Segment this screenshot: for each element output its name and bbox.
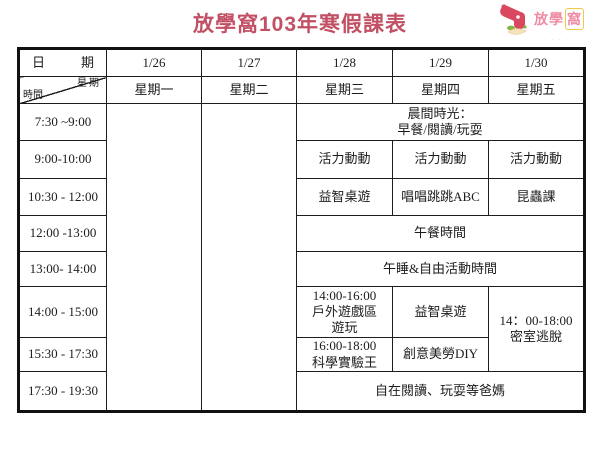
weekday-thu: 星期四 bbox=[392, 76, 489, 104]
brand-name-part2: 窩 bbox=[565, 8, 584, 30]
row-1400: 14:00 - 15:00 14:00-16:00 戶外遊戲區 遊玩 益智桌遊 … bbox=[18, 286, 585, 372]
date-wed: 1/28 bbox=[296, 48, 393, 77]
row-0900: 9:00-10:00 活力動動 活力動動 活力動動 bbox=[18, 140, 585, 179]
time-1730: 17:30 - 19:30 bbox=[18, 371, 107, 412]
cell-nap-free-time: 午睡&自由活動時間 bbox=[296, 251, 585, 287]
time-1030: 10:30 - 12:00 bbox=[18, 178, 107, 216]
corner-cell: 星期 時間 bbox=[18, 76, 107, 104]
date-thu: 1/29 bbox=[392, 48, 489, 77]
page-title: 放學窩103年寒假課表 bbox=[192, 13, 408, 36]
time-0730: 7:30 ~9:00 bbox=[18, 103, 107, 141]
date-fri: 1/30 bbox=[488, 48, 585, 77]
cell-evening-reading: 自在閱讀、玩耍等爸媽 bbox=[296, 371, 585, 412]
time-1400: 14:00 - 15:00 bbox=[18, 286, 107, 338]
brand-name: 放學 窩 bbox=[534, 8, 584, 30]
cell-energy-fri: 活力動動 bbox=[488, 140, 585, 179]
date-label-left: 日 bbox=[32, 54, 46, 70]
time-1300: 13:00- 14:00 bbox=[18, 251, 107, 287]
brand-logo: 放學 窩 ﹒﹒﹒﹒﹒﹒﹒ bbox=[500, 2, 592, 46]
date-tue: 1/27 bbox=[201, 48, 297, 77]
row-1030: 10:30 - 12:00 益智桌遊 唱唱跳跳ABC 昆蟲課 bbox=[18, 178, 585, 216]
cell-lunch: 午餐時間 bbox=[296, 215, 585, 252]
time-1530: 15:30 - 17:30 bbox=[18, 337, 107, 372]
weekday-wed: 星期三 bbox=[296, 76, 393, 104]
cell-sing-abc-thu: 唱唱跳跳ABC bbox=[392, 178, 489, 216]
cell-energy-wed: 活力動動 bbox=[296, 140, 393, 179]
row-1200: 12:00 -13:00 午餐時間 bbox=[18, 215, 585, 252]
date-row-label: 日 期 bbox=[18, 48, 107, 77]
row-1730: 17:30 - 19:30 自在閱讀、玩耍等爸媽 bbox=[18, 371, 585, 412]
cell-craft-diy-thu: 創意美勞DIY bbox=[392, 337, 489, 372]
cell-energy-thu: 活力動動 bbox=[392, 140, 489, 179]
cell-tuesday-empty bbox=[201, 103, 297, 412]
cell-boardgame-thu: 益智桌遊 bbox=[392, 286, 489, 338]
schedule-table-wrap: 日 期 1/26 1/27 1/28 1/29 1/30 星期 時間 星期一 星… bbox=[17, 47, 586, 413]
cell-science-king-wed: 16:00-18:00 科學實驗王 bbox=[296, 337, 393, 372]
cell-insect-class-fri: 昆蟲課 bbox=[488, 178, 585, 216]
time-0900: 9:00-10:00 bbox=[18, 140, 107, 179]
corner-weekday-label: 星期 bbox=[77, 78, 101, 89]
date-label-right: 期 bbox=[80, 54, 94, 70]
header-date-row: 日 期 1/26 1/27 1/28 1/29 1/30 bbox=[18, 48, 585, 77]
cell-outdoor-play-wed: 14:00-16:00 戶外遊戲區 遊玩 bbox=[296, 286, 393, 338]
row-1300: 13:00- 14:00 午睡&自由活動時間 bbox=[18, 251, 585, 287]
row-0730: 7:30 ~9:00 晨間時光： 早餐/閱讀/玩耍 bbox=[18, 103, 585, 412]
cell-escape-room-fri: 14：00-18:00 密室逃脫 bbox=[488, 286, 585, 372]
logo-tagline: ﹒﹒﹒﹒﹒﹒﹒ bbox=[542, 37, 592, 42]
weekday-fri: 星期五 bbox=[488, 76, 585, 104]
cell-morning-time: 晨間時光： 早餐/閱讀/玩耍 bbox=[296, 103, 585, 141]
cell-boardgame-wed: 益智桌遊 bbox=[296, 178, 393, 216]
mascot-icon bbox=[500, 4, 527, 35]
schedule-table: 日 期 1/26 1/27 1/28 1/29 1/30 星期 時間 星期一 星… bbox=[17, 47, 586, 413]
weekday-tue: 星期二 bbox=[201, 76, 297, 104]
time-1200: 12:00 -13:00 bbox=[18, 215, 107, 252]
corner-time-label: 時間 bbox=[23, 89, 43, 101]
row-1530: 15:30 - 17:30 16:00-18:00 科學實驗王 創意美勞DIY bbox=[18, 337, 585, 372]
brand-name-part1: 放學 bbox=[534, 11, 564, 27]
header-weekday-row: 星期 時間 星期一 星期二 星期三 星期四 星期五 bbox=[18, 76, 585, 104]
date-mon: 1/26 bbox=[106, 48, 202, 77]
weekday-mon: 星期一 bbox=[106, 76, 202, 104]
cell-monday-empty bbox=[106, 103, 202, 412]
